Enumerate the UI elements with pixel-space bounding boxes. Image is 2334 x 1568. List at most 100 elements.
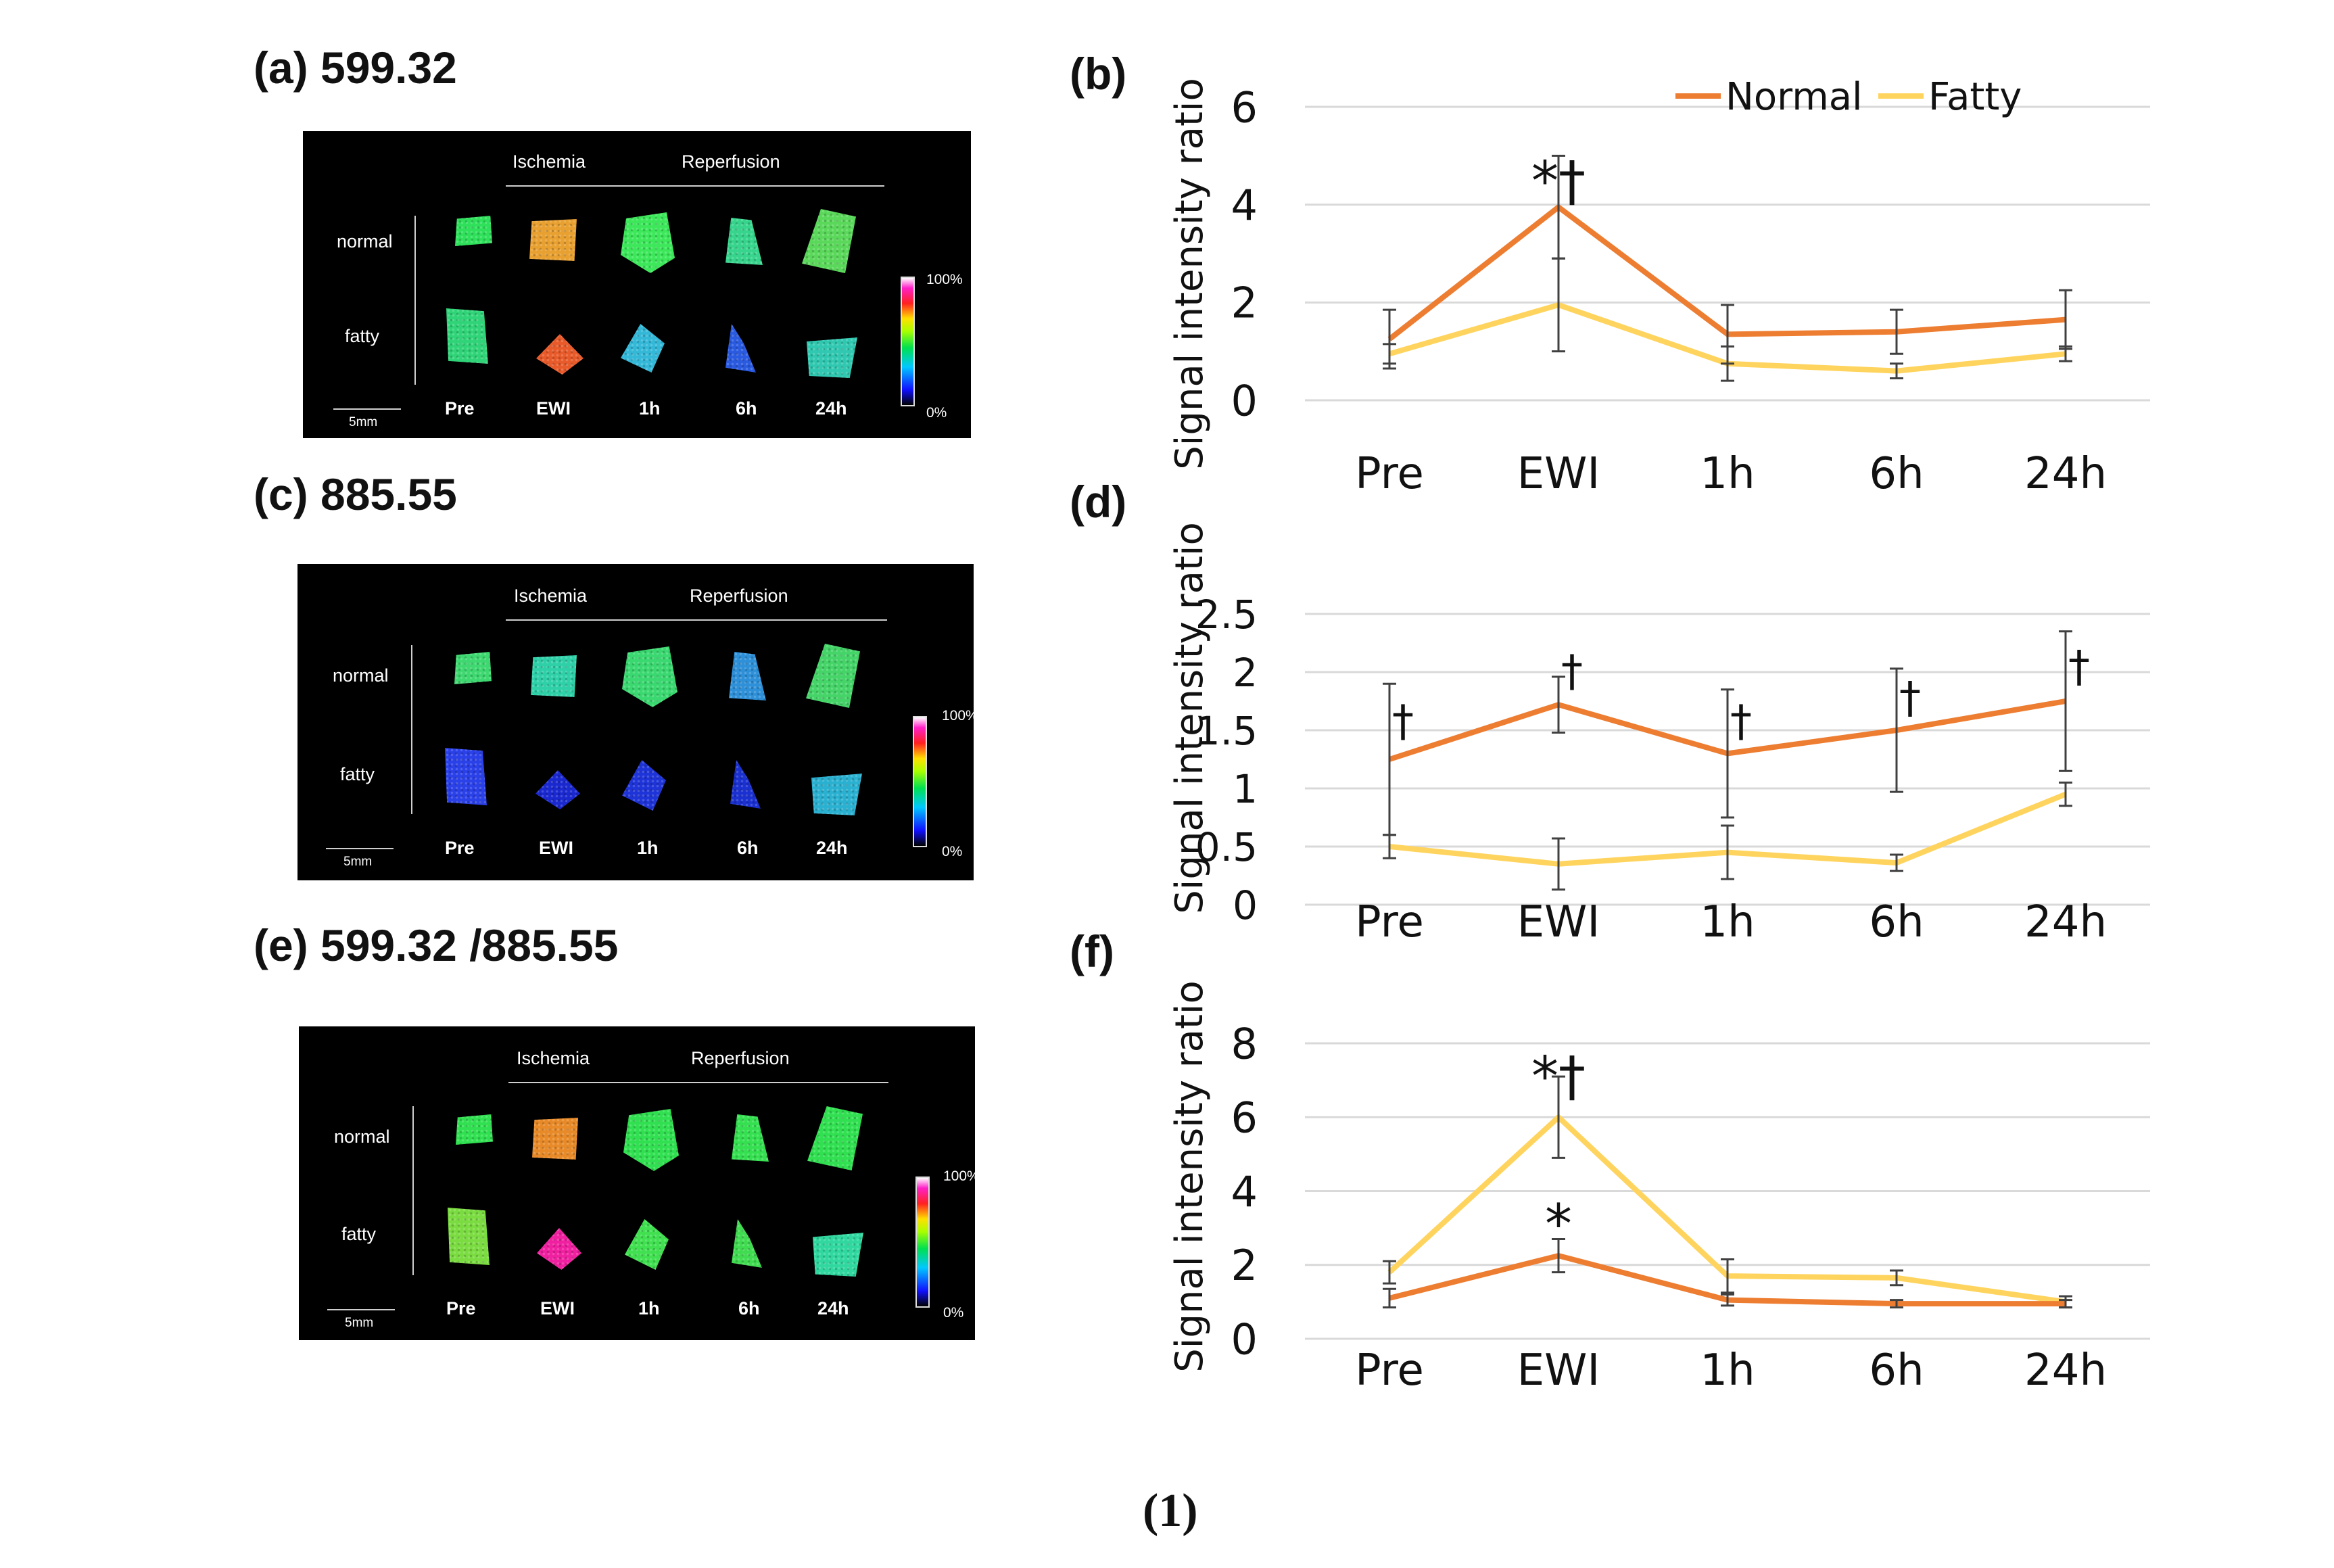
timepoint-label-6h: 6h [738,1298,760,1318]
colorbar-max-label: 100% [942,708,978,723]
colorbar-min-label: 0% [942,844,963,859]
sample-normal-6h [729,652,766,700]
x-tick-label: 1h [1700,897,1755,947]
y-tick-label: 0 [1231,376,1258,425]
y-axis-label: Signal intensity ratio [1168,980,1212,1373]
group-underline-reperfusion [617,619,887,621]
x-tick-label: EWI [1517,449,1600,499]
timepoint-label-pre: Pre [445,838,475,858]
legend-label-normal: Normal [1725,75,1863,119]
timepoint-label-ewi: EWI [536,398,571,419]
x-tick-label: 24h [2024,1346,2107,1396]
x-tick-label: 24h [2024,449,2107,499]
panel-label-c: (c) 885.55 [254,469,457,519]
sample-normal-ewi [531,655,577,697]
scale-bar-label: 5mm [343,855,373,869]
y-tick-label: 0.5 [1195,824,1258,870]
sample-fatty-pre [448,1208,490,1265]
y-tick-label: 2 [1233,650,1258,696]
colorbar [913,716,927,847]
sample-fatty-pre [445,748,487,805]
panel-letter: (b) [1070,49,1126,99]
group-underline-ischemia [506,185,631,187]
x-tick-label: 1h [1700,1346,1755,1396]
sample-normal-pre [456,1114,493,1145]
row-divider [411,645,412,814]
panel-label-a: (a) 599.32 [254,43,457,93]
sample-normal-1h [622,646,677,707]
x-tick-label: 6h [1869,1346,1924,1396]
row-label-normal: normal [334,1126,390,1147]
significance-marker: *† [1531,1045,1586,1108]
x-tick-label: Pre [1355,1346,1424,1396]
row-divider [414,216,416,385]
timepoint-label-24h: 24h [815,398,847,419]
significance-marker: † [1730,697,1752,747]
x-tick-label: EWI [1517,1346,1600,1396]
y-tick-label: 2 [1231,279,1258,328]
group-underline-reperfusion [618,1082,888,1083]
timepoint-label-ewi: EWI [540,1298,575,1318]
y-axis-label: Signal intensity ratio [1168,78,1212,470]
scale-bar-label: 5mm [345,1316,374,1330]
scale-bar-label: 5mm [349,415,378,429]
colorbar-max-label: 100% [926,272,963,287]
group-label-reperfusion: Reperfusion [690,586,788,606]
y-tick-label: 1 [1233,766,1258,812]
y-tick-label: 2 [1231,1241,1258,1290]
chart-d: (d) 0 0.5 1 1.5 2 2.5 Pre EWI 1h 6h 24h Signal inten… [1070,477,2150,947]
colorbar-max-label: 100% [943,1168,980,1184]
panel-letter: (f) [1070,926,1114,976]
sample-fatty-pre [446,308,488,364]
chart-b: (b) 0 2 4 6 Pre EWI 1h 6h 24h Signal intensity rat… [1070,49,2150,499]
row-label-fatty: fatty [340,764,375,784]
sample-fatty-24h [813,1233,863,1277]
chart-f: (f) 0 2 4 6 8 Pre EWI 1h 6h 24h Signal intensity ra… [1070,926,2150,1396]
row-label-fatty: fatty [341,1224,377,1244]
timepoint-label-1h: 1h [638,1298,660,1318]
group-label-ischemia: Ischemia [517,1048,590,1068]
x-tick-label: 6h [1869,897,1924,947]
y-tick-label: 0 [1231,1314,1258,1364]
y-tick-label: 1.5 [1195,708,1258,754]
timepoint-label-24h: 24h [817,1298,849,1318]
msi-image-panel-a: Ischemia Reperfusion normal fatty 5mm Pr… [303,131,971,438]
sample-fatty-24h [807,337,857,378]
timepoint-label-pre: Pre [445,398,475,419]
y-tick-label: 2.5 [1195,592,1258,638]
group-underline-ischemia [506,619,634,621]
colorbar-min-label: 0% [926,405,947,421]
sample-normal-ewi [532,1118,578,1160]
y-tick-label: 4 [1231,181,1258,230]
x-tick-label: Pre [1355,449,1424,499]
legend: Normal Fatty [1675,75,2022,119]
row-label-normal: normal [333,665,389,686]
timepoint-label-6h: 6h [736,398,757,419]
significance-marker: † [1561,647,1583,697]
sample-normal-ewi [529,219,577,261]
significance-marker: *† [1531,149,1586,212]
y-tick-label: 4 [1231,1167,1258,1216]
msi-image-panel-c: Ischemia Reperfusion normal fatty 5mm Pr… [297,564,978,880]
row-divider [412,1106,414,1275]
x-tick-label: 6h [1869,449,1924,499]
colorbar [901,277,915,406]
timepoint-label-1h: 1h [637,838,659,858]
sample-normal-pre [454,652,492,684]
timepoint-label-24h: 24h [816,838,848,858]
significance-marker: † [2068,642,2090,692]
y-axis-label: Signal intensity ratio [1168,522,1212,914]
group-label-reperfusion: Reperfusion [691,1048,790,1068]
significance-marker: † [1899,673,1921,723]
scale-bar [333,408,401,410]
scale-bar [327,1309,395,1310]
group-label-ischemia: Ischemia [513,151,586,172]
colorbar [915,1177,930,1308]
y-tick-label: 6 [1231,82,1258,132]
group-label-ischemia: Ischemia [514,586,588,606]
figure-number: (1) [1143,1485,1198,1537]
legend-label-fatty: Fatty [1928,75,2022,119]
x-tick-label: Pre [1355,897,1424,947]
y-tick-label: 6 [1231,1093,1258,1143]
